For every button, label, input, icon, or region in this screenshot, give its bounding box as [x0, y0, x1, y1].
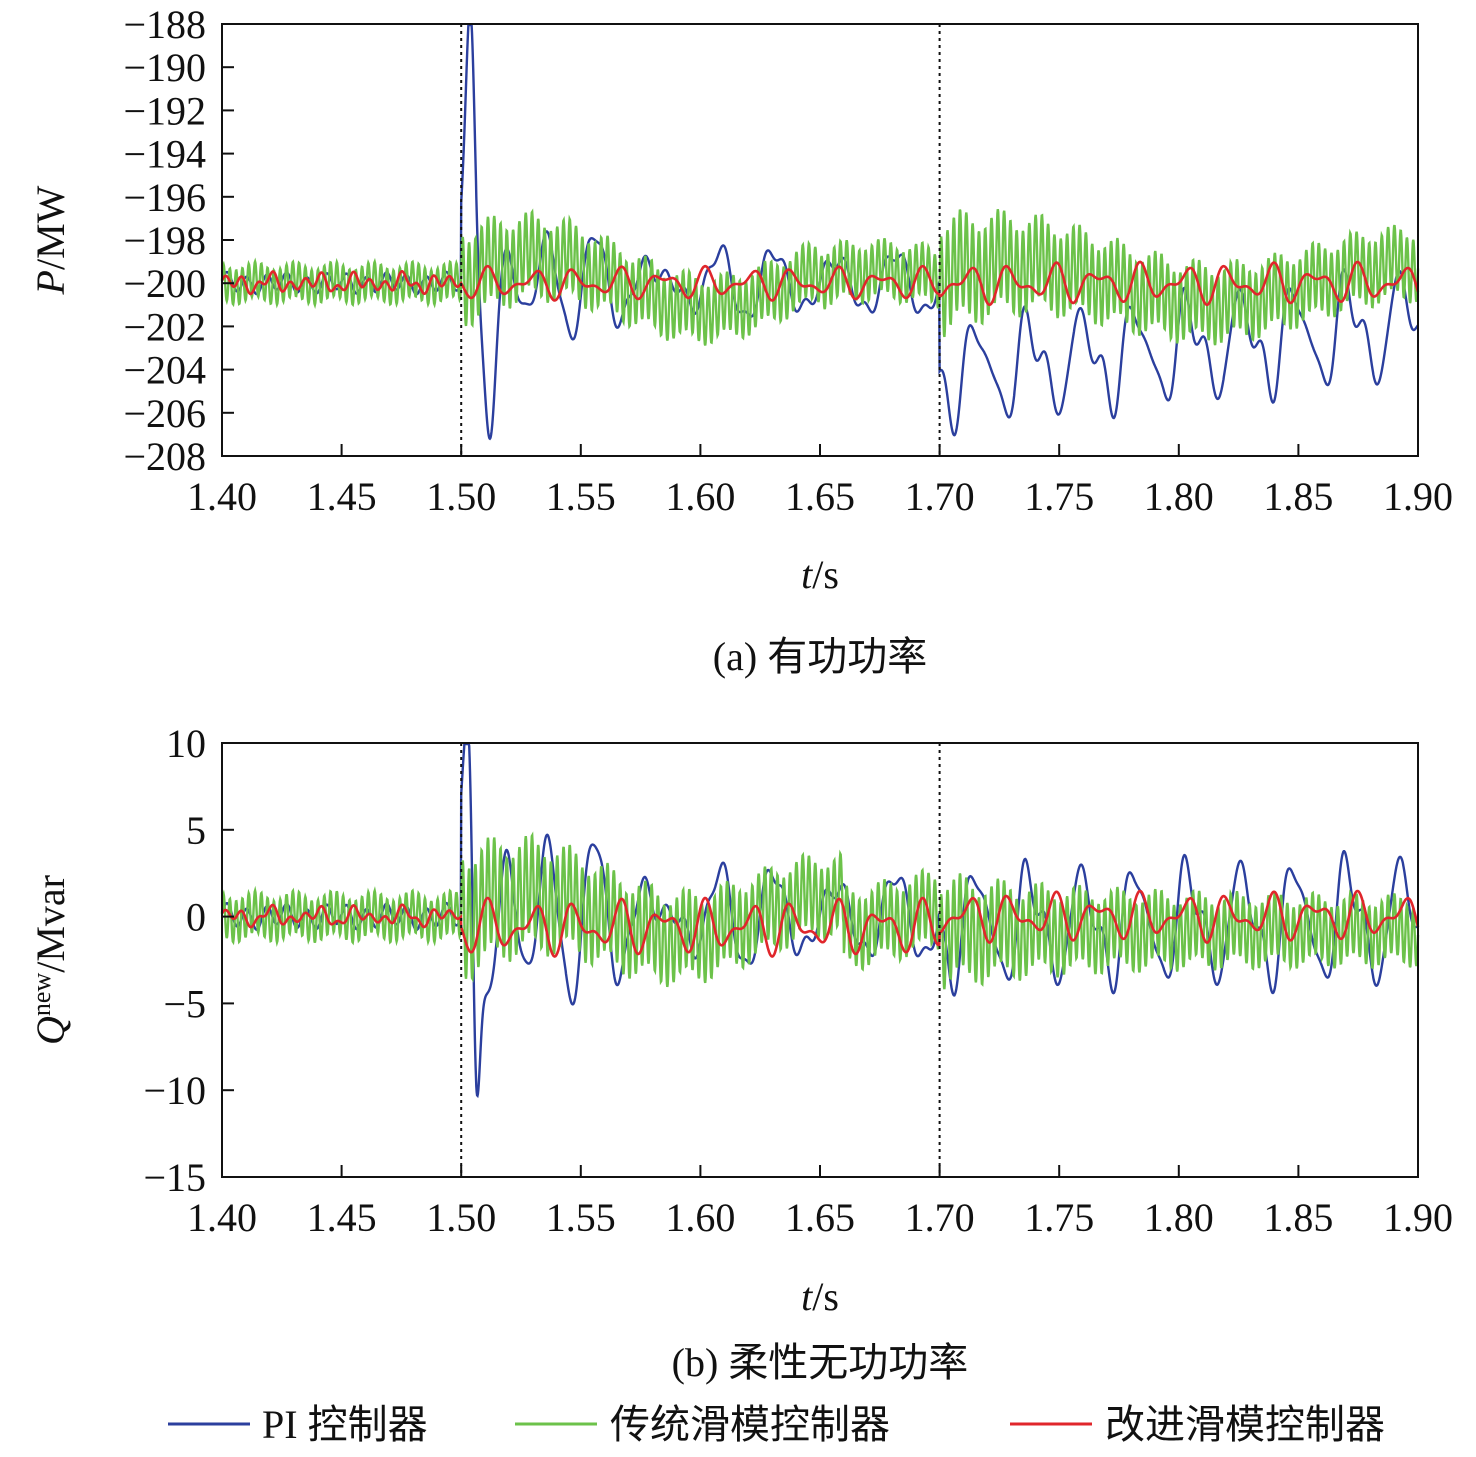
legend: PI 控制器 传统滑模控制器 改进滑模控制器 [168, 1402, 1385, 1447]
y-tick-label-b: −10 [143, 1068, 206, 1113]
series-line-smc-b [220, 831, 1420, 990]
x-ticks-b: 1.40 1.45 1.50 1.55 1.60 1.65 1.70 1.75 1.80 1.85… [187, 1165, 1453, 1240]
x-tick-label-a: 1.80 [1144, 474, 1214, 519]
x-tick-label-b: 1.75 [1024, 1195, 1094, 1240]
event-lines-a [460, 24, 941, 456]
y-tick-label-a: −202 [123, 304, 206, 349]
x-tick-label-b: 1.80 [1144, 1195, 1214, 1240]
legend-item-improved: 改进滑模控制器 [1010, 1402, 1385, 1447]
y-tick-label-a: −188 [123, 2, 206, 47]
x-tick-label-b: 1.60 [665, 1195, 735, 1240]
y-tick-label-a: −206 [123, 391, 206, 436]
plot-frame-b [221, 742, 1419, 1178]
plot-frame-a [221, 23, 1419, 457]
x-ticks-a: 1.40 1.45 1.50 1.55 1.60 1.65 1.70 1.75 1.80 1.85… [187, 444, 1453, 519]
series-line-improved-b [220, 889, 1420, 958]
series-line-smc-a [220, 208, 1420, 346]
y-tick-label-b: 0 [186, 895, 206, 940]
legend-label-smc: 传统滑模控制器 [610, 1402, 890, 1447]
y-tick-label-a: −198 [123, 218, 206, 263]
series-group-b [220, 742, 1420, 1099]
series-group-a [220, 23, 1420, 441]
x-tick-label-a: 1.70 [905, 474, 975, 519]
x-axis-label-a: t/s [801, 552, 839, 597]
x-tick-label-a: 1.60 [665, 474, 735, 519]
y-tick-label-a: −208 [123, 434, 206, 479]
x-tick-label-b: 1.50 [426, 1195, 496, 1240]
x-axis-label-b: t/s [801, 1274, 839, 1319]
caption-b: (b) 柔性无功功率 [672, 1340, 969, 1385]
y-axis-label-a: P/MW [28, 185, 73, 295]
x-tick-label-a: 1.40 [187, 474, 257, 519]
x-tick-label-b: 1.40 [187, 1195, 257, 1240]
y-tick-label-a: −204 [123, 348, 206, 393]
y-axis-label-b: Qnew/Mvar [27, 875, 73, 1045]
x-tick-label-a: 1.75 [1024, 474, 1094, 519]
y-tick-label-b: 10 [166, 721, 206, 766]
x-tick-label-b: 1.65 [785, 1195, 855, 1240]
x-tick-label-b: 1.45 [307, 1195, 377, 1240]
y-tick-label-a: −190 [123, 45, 206, 90]
legend-label-pi: PI 控制器 [262, 1402, 428, 1447]
x-tick-label-a: 1.85 [1263, 474, 1333, 519]
y-tick-label-b: −5 [163, 981, 206, 1026]
y-tick-label-a: −196 [123, 175, 206, 220]
x-tick-label-a: 1.55 [546, 474, 616, 519]
x-tick-label-b: 1.55 [546, 1195, 616, 1240]
chart-panel-b: 10 5 0 −5 −10 −15 1.40 1.45 1.50 1.55 1.60 1.65 1.7… [27, 721, 1453, 1385]
y-tick-label-a: −192 [123, 88, 206, 133]
series-line-pi-a [220, 23, 1419, 441]
x-tick-label-b: 1.85 [1263, 1195, 1333, 1240]
x-tick-label-b: 1.90 [1383, 1195, 1453, 1240]
event-lines-b [460, 743, 941, 1177]
legend-item-smc: 传统滑模控制器 [515, 1402, 890, 1447]
x-tick-label-a: 1.65 [785, 474, 855, 519]
caption-a: (a) 有功功率 [713, 634, 927, 679]
legend-label-improved: 改进滑模控制器 [1105, 1402, 1385, 1447]
x-tick-label-a: 1.50 [426, 474, 496, 519]
x-tick-label-b: 1.70 [905, 1195, 975, 1240]
legend-item-pi: PI 控制器 [168, 1402, 428, 1447]
y-tick-label-a: −200 [123, 261, 206, 306]
x-tick-label-a: 1.45 [307, 474, 377, 519]
y-tick-label-b: −15 [143, 1155, 206, 1200]
chart-panel-a: −188−190−192−194−196−198−200−202−204−206… [28, 2, 1453, 679]
y-tick-label-a: −194 [123, 132, 206, 177]
y-ticks-b: 10 5 0 −5 −10 −15 [143, 721, 234, 1200]
y-tick-label-b: 5 [186, 808, 206, 853]
y-ticks-a: −188−190−192−194−196−198−200−202−204−206… [123, 2, 234, 479]
series-line-improved-a [220, 260, 1420, 307]
x-tick-label-a: 1.90 [1383, 474, 1453, 519]
